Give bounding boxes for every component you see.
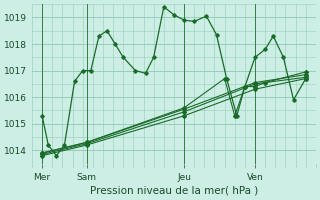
X-axis label: Pression niveau de la mer( hPa ): Pression niveau de la mer( hPa ) bbox=[90, 186, 258, 196]
